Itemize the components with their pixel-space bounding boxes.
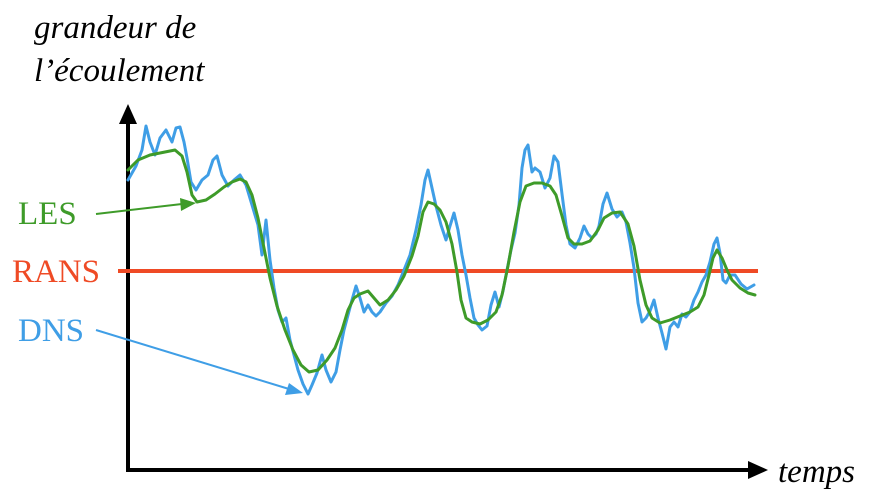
dns-pointer [95, 329, 303, 395]
les-pointer [95, 198, 196, 215]
x-axis-title: temps [778, 454, 855, 490]
label-rans: RANS [12, 254, 100, 290]
label-les: LES [18, 196, 77, 232]
label-dns: DNS [18, 313, 84, 349]
axes [119, 104, 768, 479]
y-axis-title-line1: grandeur de [34, 10, 196, 46]
x-axis-arrowhead [748, 461, 768, 479]
y-axis-title-line2: l’écoulement [34, 53, 205, 89]
y-axis-arrowhead [119, 104, 137, 124]
les-curve [126, 148, 757, 374]
dns-curve [126, 124, 756, 396]
